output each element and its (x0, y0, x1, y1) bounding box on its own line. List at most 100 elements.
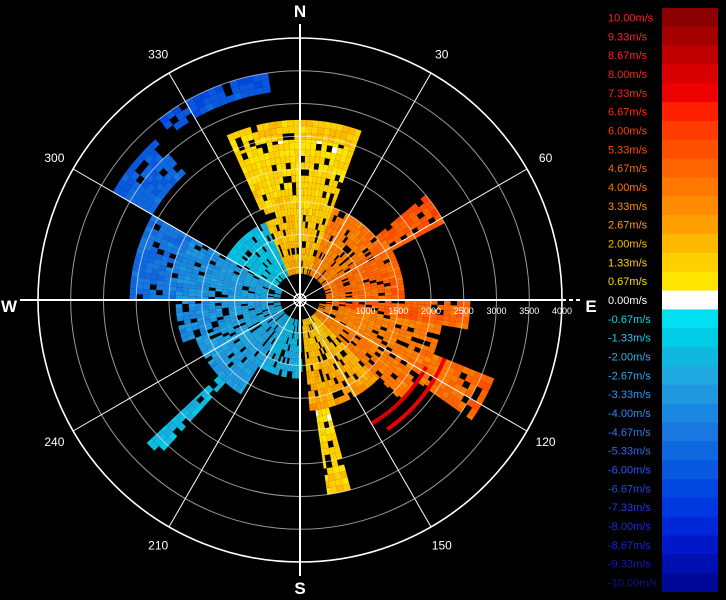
velocity-cell (260, 362, 267, 370)
velocity-cell (274, 332, 280, 339)
velocity-cell (331, 166, 338, 175)
velocity-cell (330, 341, 336, 349)
velocity-cell (353, 220, 361, 228)
velocity-cell (270, 310, 277, 315)
velocity-cell (319, 435, 323, 443)
velocity-cell (165, 266, 173, 273)
velocity-cell (176, 278, 184, 284)
velocity-cell (195, 306, 203, 311)
velocity-cell (341, 317, 349, 322)
velocity-cell (350, 312, 358, 317)
velocity-cell (291, 241, 295, 249)
velocity-cell (290, 228, 294, 236)
velocity-cell (209, 311, 217, 316)
velocity-cell (367, 350, 375, 357)
velocity-cell (273, 296, 281, 298)
velocity-cell (218, 380, 226, 388)
velocity-cell (338, 175, 345, 184)
velocity-cell (337, 269, 344, 275)
velocity-cell (281, 236, 286, 244)
velocity-cell (158, 226, 167, 234)
velocity-cell (203, 279, 211, 285)
velocity-cell (229, 250, 237, 256)
velocity-cell (378, 264, 386, 270)
velocity-cell (153, 196, 163, 205)
velocity-cell (310, 195, 315, 203)
velocity-cell (365, 327, 373, 332)
velocity-cell (148, 251, 157, 259)
velocity-cell (208, 308, 216, 313)
velocity-cell (317, 319, 323, 325)
velocity-cell (279, 150, 285, 158)
velocity-cell (256, 313, 264, 318)
velocity-colorbar: 10.00m/s9.33m/s8.67m/s8.00m/s7.33m/s6.67… (608, 8, 718, 592)
velocity-cell (421, 390, 428, 398)
velocity-cell (240, 90, 250, 99)
velocity-cell (153, 436, 164, 447)
velocity-cell (343, 356, 350, 363)
velocity-cell (182, 107, 192, 117)
velocity-cell (356, 283, 364, 287)
velocity-cell (377, 331, 385, 338)
velocity-cell (390, 259, 398, 265)
velocity-cell (251, 356, 258, 364)
velocity-cell (343, 284, 351, 289)
velocity-cell (317, 223, 322, 231)
velocity-cell (199, 398, 208, 408)
velocity-cell (279, 273, 285, 280)
velocity-cell (311, 182, 317, 190)
velocity-cell (442, 315, 450, 321)
velocity-cell (324, 226, 330, 234)
velocity-cell (247, 272, 254, 277)
velocity-cell (320, 316, 326, 322)
velocity-cell (387, 252, 395, 259)
velocity-cell (430, 221, 439, 230)
velocity-cell (351, 290, 359, 294)
velocity-cell (168, 177, 178, 186)
velocity-cell (363, 281, 371, 286)
velocity-cell (330, 324, 337, 330)
velocity-cell (228, 295, 235, 298)
velocity-cell (186, 404, 196, 414)
velocity-cell (268, 234, 274, 242)
velocity-cell (307, 345, 310, 352)
velocity-cell (419, 227, 428, 236)
velocity-cell (216, 259, 224, 266)
velocity-cell (308, 215, 312, 223)
velocity-cell (283, 222, 288, 230)
velocity-cell (215, 262, 223, 269)
velocity-cell (320, 197, 326, 205)
velocity-cell (334, 130, 342, 138)
velocity-cell (228, 292, 235, 296)
velocity-cell (347, 376, 354, 385)
velocity-cell (407, 234, 416, 242)
velocity-cell (252, 341, 259, 348)
velocity-cell (236, 251, 244, 258)
velocity-cell (291, 261, 295, 268)
velocity-cell (431, 354, 440, 362)
velocity-cell (245, 261, 253, 267)
velocity-cell (248, 326, 256, 332)
velocity-cell (325, 293, 333, 296)
velocity-cell (156, 231, 165, 239)
velocity-cell (199, 247, 208, 255)
colorbar-swatch (662, 554, 718, 574)
velocity-cell (358, 340, 366, 347)
radar-center-marker (292, 292, 308, 308)
velocity-cell (313, 169, 319, 177)
velocity-cell (373, 363, 381, 371)
velocity-cell (219, 270, 227, 276)
velocity-cell (330, 285, 338, 290)
velocity-cell (322, 225, 327, 233)
velocity-cell (253, 262, 260, 268)
azimuth-spoke (72, 168, 301, 301)
velocity-cell (129, 161, 140, 171)
velocity-cell (285, 344, 289, 351)
velocity-cell (294, 214, 298, 222)
velocity-cell (211, 352, 219, 359)
velocity-cell (384, 303, 392, 307)
velocity-cell (182, 295, 189, 300)
velocity-cell (382, 361, 391, 369)
velocity-cell (317, 409, 323, 417)
velocity-cell (357, 287, 365, 291)
